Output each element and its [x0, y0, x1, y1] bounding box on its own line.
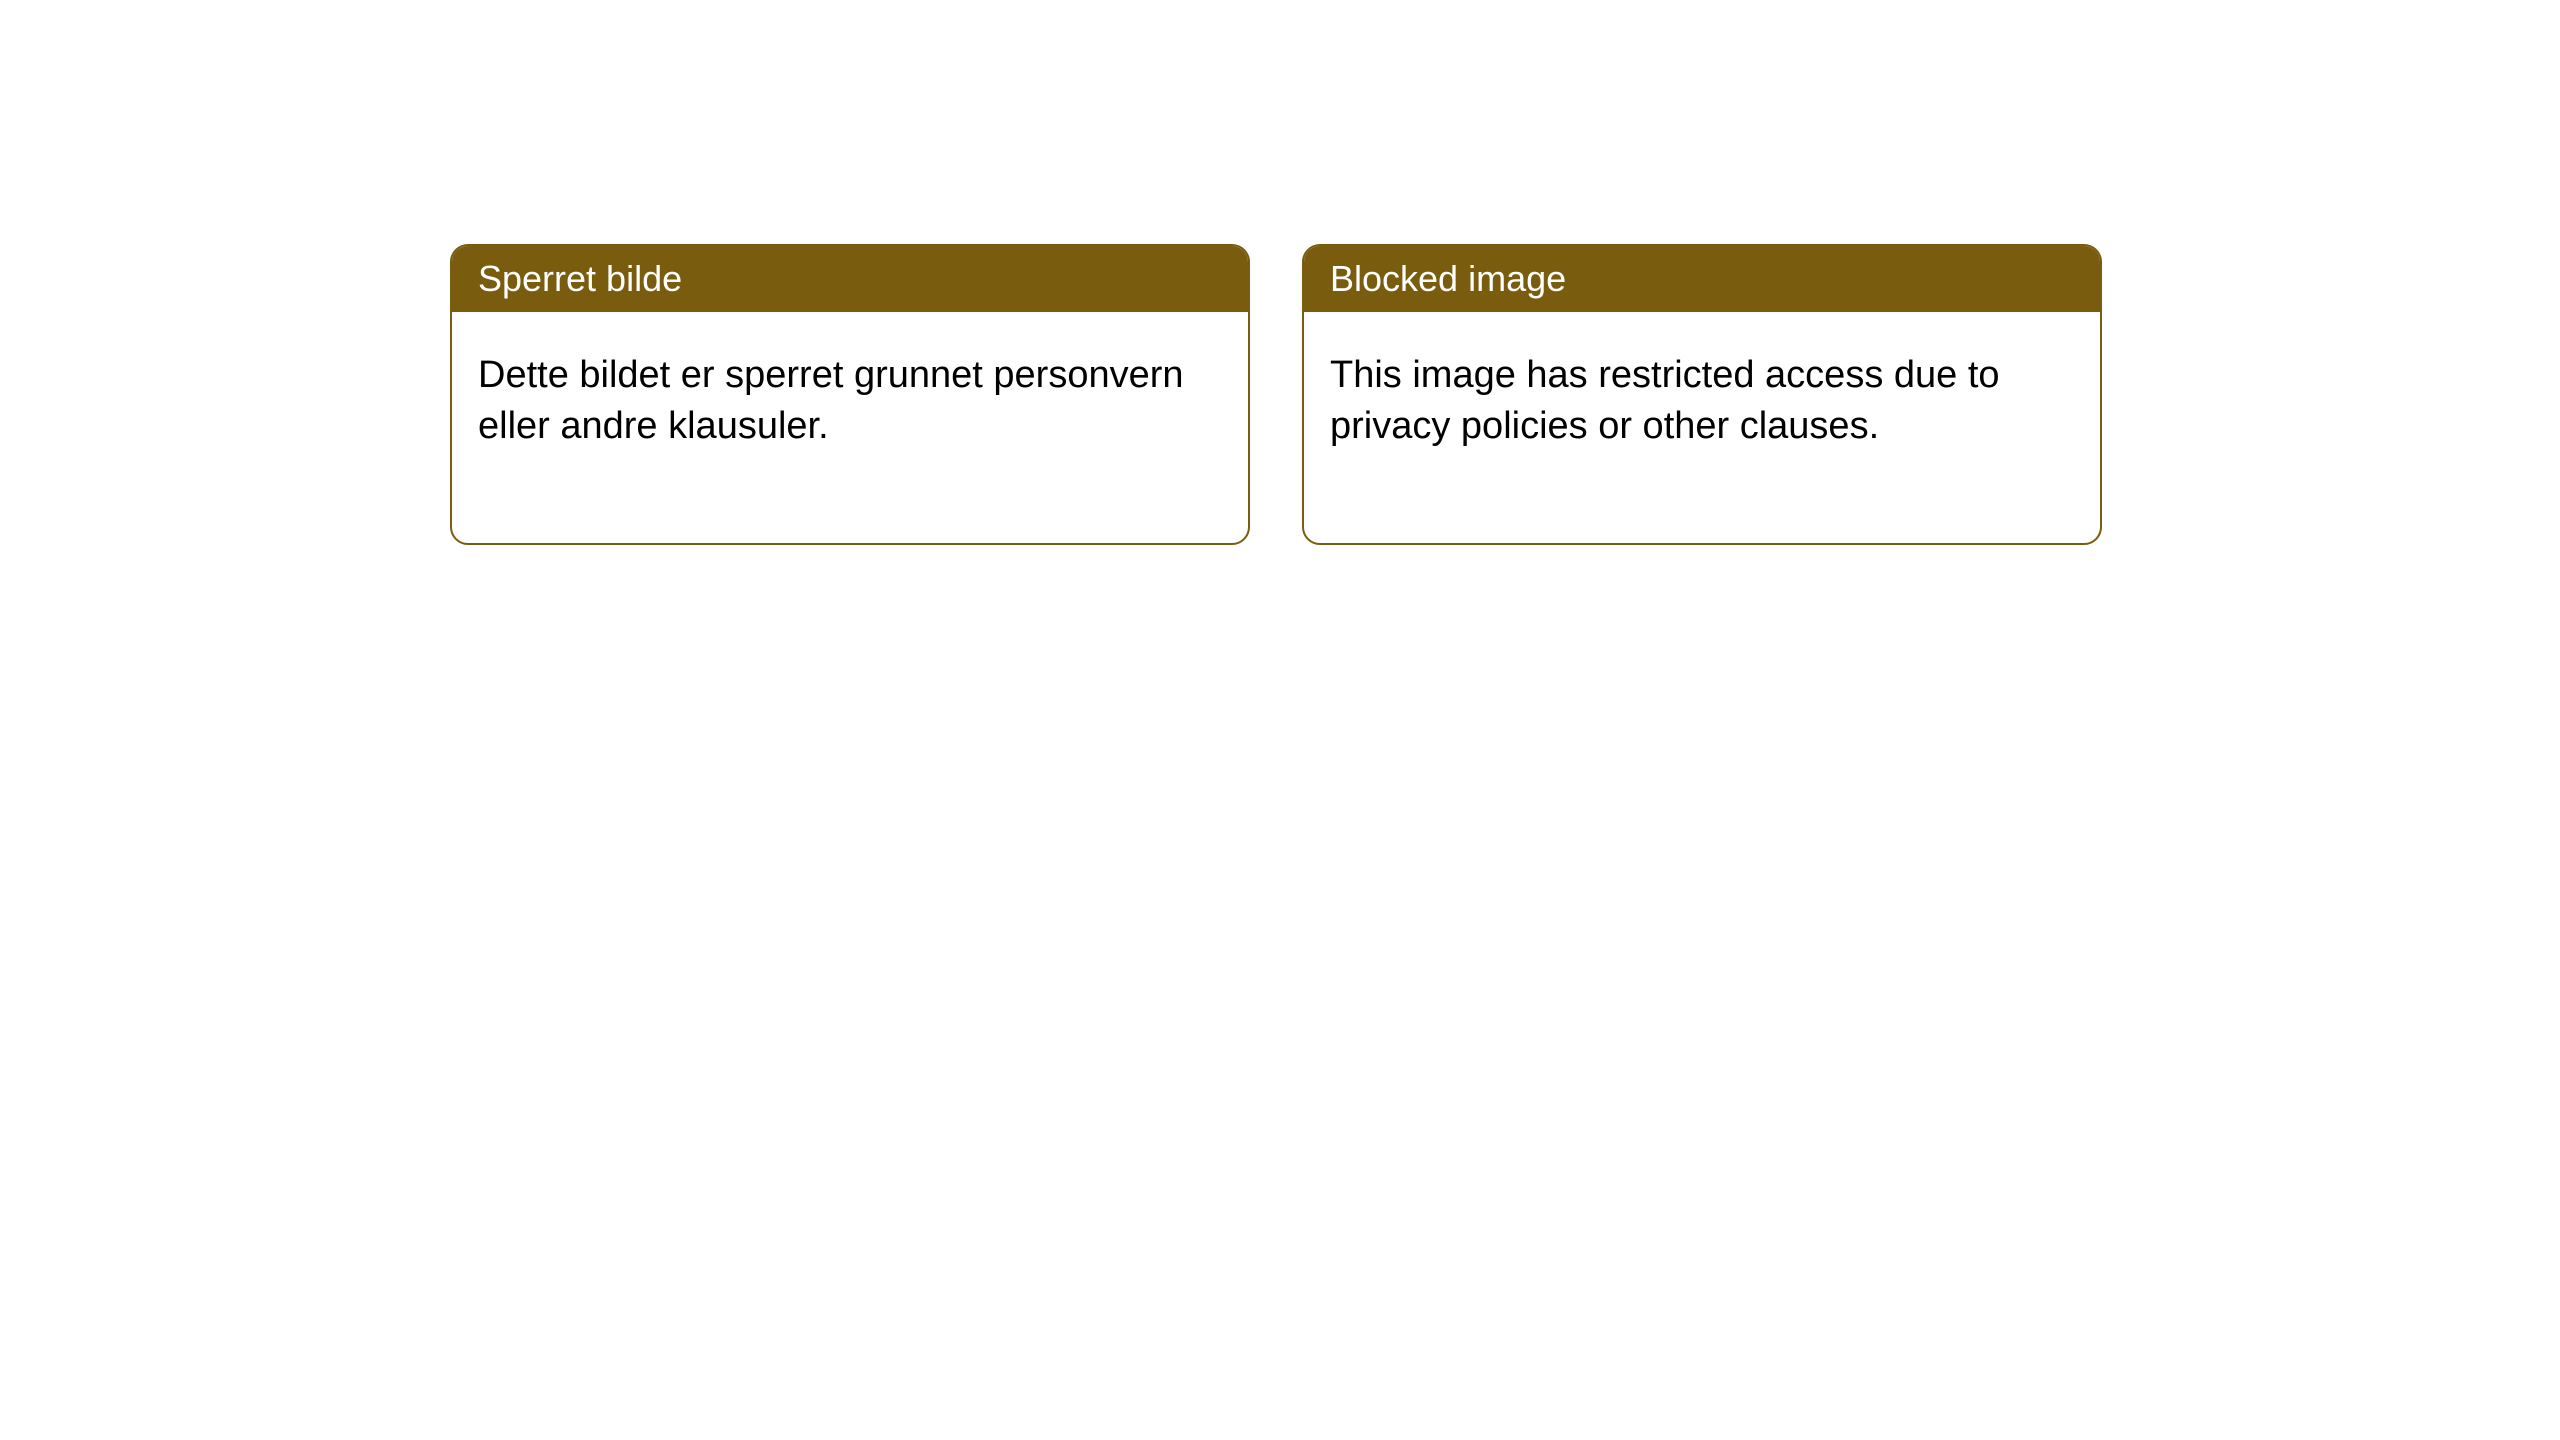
notice-body-no: Dette bildet er sperret grunnet personve…	[452, 312, 1248, 543]
notice-body-text-no: Dette bildet er sperret grunnet personve…	[478, 354, 1184, 447]
notice-container: Sperret bilde Dette bildet er sperret gr…	[450, 244, 2102, 545]
notice-body-en: This image has restricted access due to …	[1304, 312, 2100, 543]
notice-body-text-en: This image has restricted access due to …	[1330, 354, 2000, 447]
notice-card-no: Sperret bilde Dette bildet er sperret gr…	[450, 244, 1250, 545]
notice-title-no: Sperret bilde	[478, 258, 682, 299]
notice-header-en: Blocked image	[1304, 246, 2100, 312]
notice-title-en: Blocked image	[1330, 258, 1566, 299]
notice-card-en: Blocked image This image has restricted …	[1302, 244, 2102, 545]
notice-header-no: Sperret bilde	[452, 246, 1248, 312]
